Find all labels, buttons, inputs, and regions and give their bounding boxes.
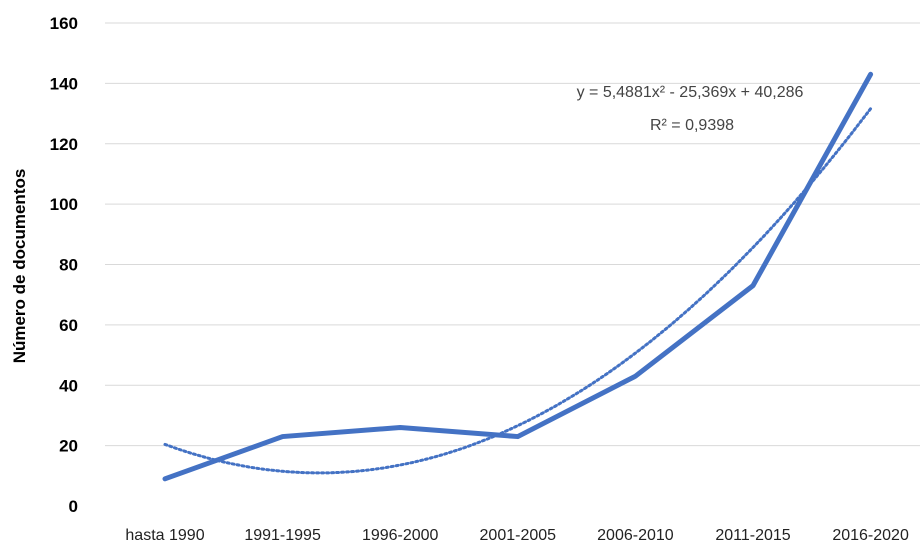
y-tick-label: 20 bbox=[59, 437, 78, 456]
y-tick-label: 60 bbox=[59, 316, 78, 335]
x-tick-label: 2011-2015 bbox=[715, 527, 790, 544]
y-axis-label: Número de documentos bbox=[10, 169, 29, 364]
series-line bbox=[162, 71, 874, 482]
trendline-r-squared: R² = 0,9398 bbox=[650, 117, 734, 134]
x-tick-label: 2001-2005 bbox=[480, 527, 557, 544]
y-tick-label: 0 bbox=[69, 497, 78, 516]
y-tick-label: 140 bbox=[50, 74, 78, 93]
y-tick-label: 120 bbox=[50, 135, 78, 154]
x-tick-label: 1996-2000 bbox=[362, 527, 439, 544]
trendline bbox=[163, 107, 873, 475]
x-tick-label: 2016-2020 bbox=[832, 527, 909, 544]
trendline-equation: y = 5,4881x² - 25,369x + 40,286 bbox=[577, 84, 804, 101]
x-tick-label: 1991-1995 bbox=[244, 527, 321, 544]
y-tick-labels: 0 20 40 60 80 100 120 140 160 bbox=[50, 14, 78, 516]
y-tick-label: 80 bbox=[59, 256, 78, 275]
x-tick-labels: hasta 1990 1991-1995 1996-2000 2001-2005 200… bbox=[125, 527, 909, 544]
x-tick-label: hasta 1990 bbox=[125, 527, 204, 544]
y-tick-label: 40 bbox=[59, 376, 78, 395]
y-tick-label: 160 bbox=[50, 14, 78, 33]
y-tick-label: 100 bbox=[50, 195, 78, 214]
x-tick-label: 2006-2010 bbox=[597, 527, 674, 544]
gridlines bbox=[105, 22, 920, 447]
